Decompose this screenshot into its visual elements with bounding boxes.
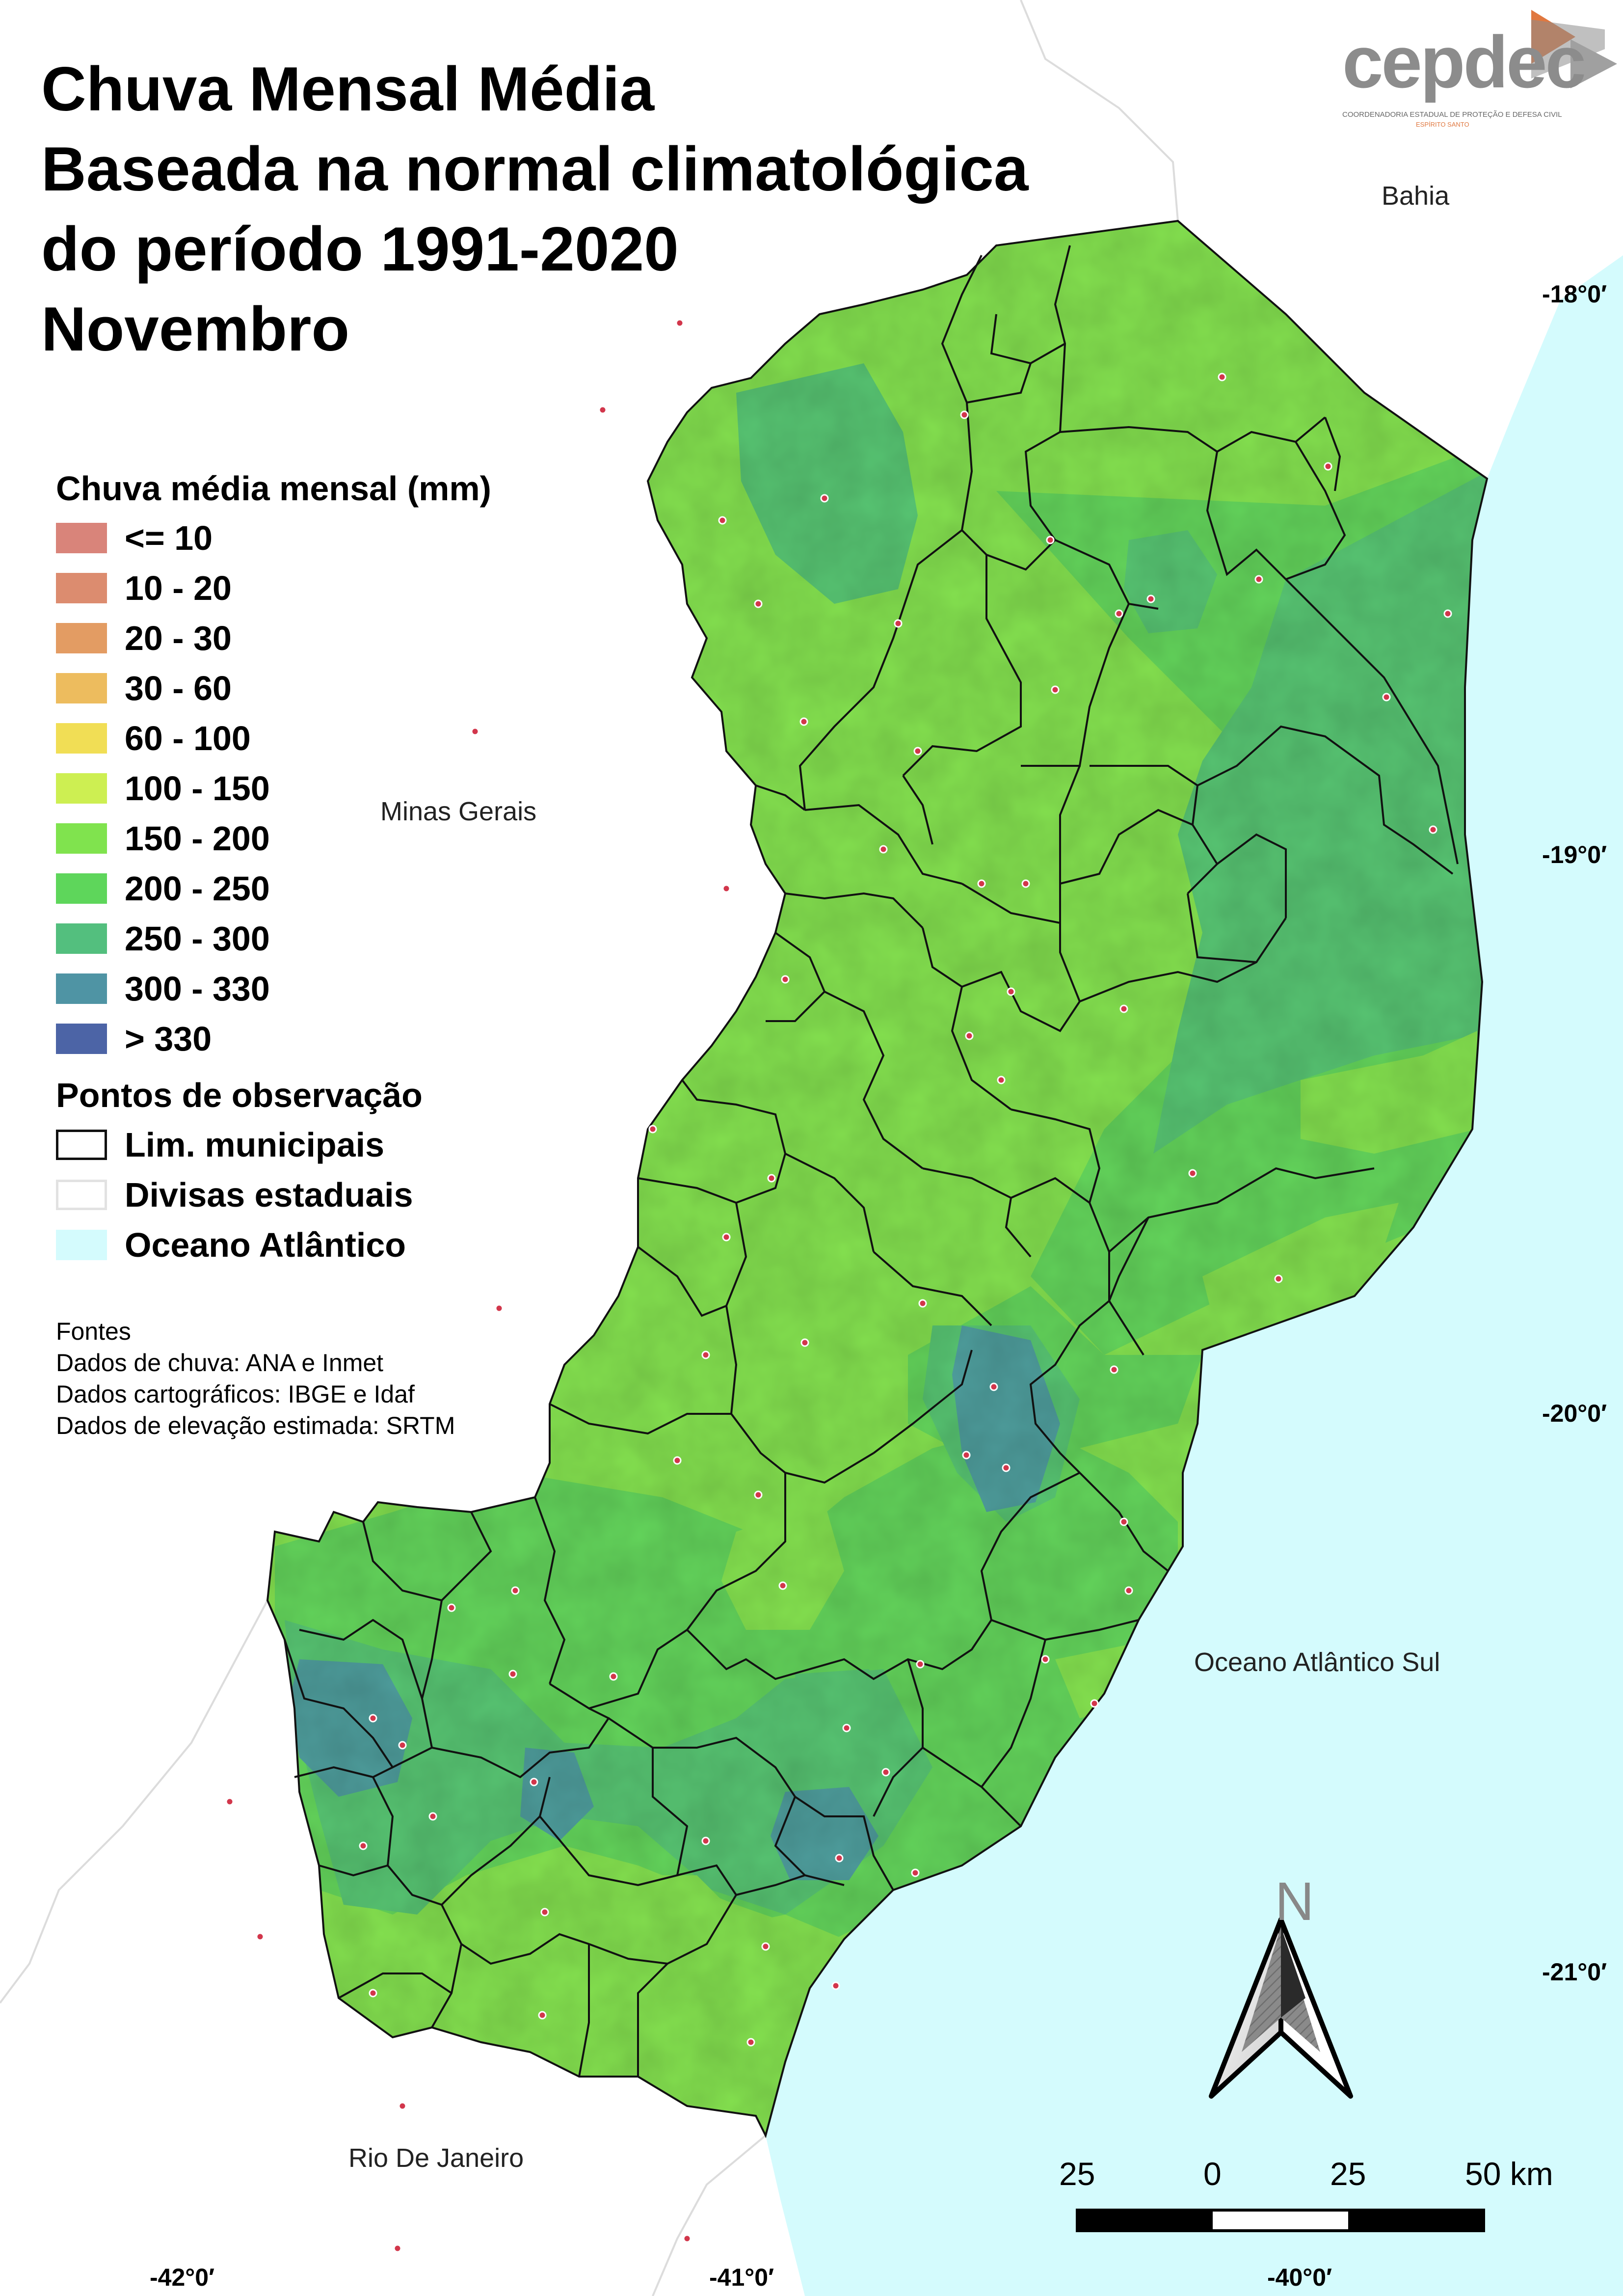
legend-label: 200 - 250	[125, 869, 270, 908]
legend-row: 150 - 200	[56, 813, 491, 864]
label-rio-de-janeiro: Rio De Janeiro	[348, 2143, 524, 2173]
legend-row: 250 - 300	[56, 914, 491, 964]
title-line-1: Chuva Mensal Média	[41, 54, 655, 124]
legend-label: 30 - 60	[125, 669, 232, 707]
sources-block: Fontes Dados de chuva: ANA e Inmet Dados…	[56, 1316, 455, 1441]
legend-swatch	[56, 923, 107, 954]
legend-swatch	[56, 1024, 107, 1054]
legend-swatch	[56, 773, 107, 804]
legend-row: 20 - 30	[56, 613, 491, 663]
lat-label-19: -19°0′	[1542, 841, 1607, 868]
legend-layers: Lim. municipais Divisas estaduais Oceano A…	[56, 1120, 491, 1270]
north-arrow-label: N	[1275, 1871, 1314, 1932]
title-line-3: do período 1991-2020	[41, 214, 679, 284]
logo-text: cepdec	[1342, 21, 1586, 103]
logo-subtitle-2: ESPÍRITO SANTO	[1416, 121, 1469, 128]
source-line: Dados cartográficos: IBGE e Idaf	[56, 1380, 415, 1408]
observation-points	[225, 319, 1452, 2253]
map-title: Chuva Mensal Média Baseada na normal cli…	[41, 49, 1029, 369]
legend-label: 20 - 30	[125, 619, 232, 657]
label-bahia: Bahia	[1382, 181, 1450, 211]
legend-swatch	[56, 623, 107, 653]
legend-row: 10 - 20	[56, 563, 491, 613]
scale-label-25-left: 25	[1059, 2156, 1095, 2192]
legend-swatch	[56, 723, 107, 754]
sources-heading: Fontes	[56, 1318, 131, 1345]
legend-label: 60 - 100	[125, 719, 251, 757]
legend-classes: <= 10 10 - 20 20 - 30 30 - 60 60 - 100 100 - …	[56, 513, 491, 1064]
legend-label: > 330	[125, 1020, 212, 1058]
legend-layer-label: Oceano Atlântico	[125, 1226, 406, 1264]
legend-row: <= 10	[56, 513, 491, 563]
legend-layer-label: Divisas estaduais	[125, 1176, 413, 1214]
north-arrow	[1209, 1917, 1353, 2099]
title-line-2: Baseada na normal climatológica	[41, 134, 1029, 204]
label-oceano-atlantico-sul: Oceano Atlântico Sul	[1194, 1648, 1440, 1677]
legend-swatch	[56, 573, 107, 603]
legend-label: 100 - 150	[125, 769, 270, 808]
lat-label-20: -20°0′	[1542, 1400, 1607, 1427]
legend-label: <= 10	[125, 519, 213, 557]
logo-subtitle: COORDENADORIA ESTADUAL DE PROTEÇÃO E DEF…	[1342, 110, 1562, 119]
legend-row: 300 - 330	[56, 964, 491, 1014]
legend-label: 300 - 330	[125, 970, 270, 1008]
lon-label-40: -40°0′	[1267, 2264, 1332, 2291]
source-line: Dados de elevação estimada: SRTM	[56, 1412, 455, 1439]
title-month: Novembro	[41, 294, 350, 364]
lon-label-41: -41°0′	[709, 2264, 774, 2291]
municipal-boundaries	[266, 219, 1489, 2138]
legend-row: 100 - 150	[56, 763, 491, 813]
legend-layer-swatch	[56, 1230, 107, 1260]
scale-bar	[1076, 2209, 1485, 2232]
legend-layer-swatch	[56, 1180, 107, 1210]
legend-layer-row: Lim. municipais	[56, 1120, 491, 1170]
scale-label-25-right: 25	[1330, 2156, 1366, 2192]
legend-row: 200 - 250	[56, 864, 491, 914]
legend-layer-swatch	[56, 1130, 107, 1160]
cepdec-logo-mark	[1531, 10, 1617, 88]
lat-label-18: -18°0′	[1542, 280, 1607, 308]
legend-swatch	[56, 873, 107, 904]
legend-obs-heading: Pontos de observação	[56, 1076, 423, 1114]
legend-label: 10 - 20	[125, 569, 232, 607]
cepdec-logo: cepdec COORDENADORIA ESTADUAL DE PROTEÇÃ…	[1342, 10, 1617, 128]
label-minas-gerais: Minas Gerais	[380, 797, 537, 826]
lon-label-42: -42°0′	[150, 2264, 215, 2291]
legend-swatch	[56, 673, 107, 703]
ocean-area	[766, 255, 1623, 2296]
legend-layer-row: Oceano Atlântico	[56, 1220, 491, 1270]
legend-label: 250 - 300	[125, 919, 270, 958]
scale-label-50-km: 50 km	[1465, 2156, 1553, 2192]
legend-swatch	[56, 523, 107, 553]
legend-row: 60 - 100	[56, 713, 491, 763]
legend-swatch	[56, 973, 107, 1004]
legend-layer-label: Lim. municipais	[125, 1126, 384, 1164]
legend: Chuva média mensal (mm) <= 10 10 - 20 20 -…	[56, 464, 491, 1270]
legend-row: > 330	[56, 1014, 491, 1064]
legend-swatch	[56, 823, 107, 854]
legend-layer-row: Divisas estaduais	[56, 1170, 491, 1220]
legend-row: 30 - 60	[56, 663, 491, 713]
source-line: Dados de chuva: ANA e Inmet	[56, 1349, 384, 1377]
legend-label: 150 - 200	[125, 819, 270, 858]
scale-label-0: 0	[1203, 2156, 1222, 2192]
lat-label-21: -21°0′	[1542, 1958, 1607, 1986]
legend-heading: Chuva média mensal (mm)	[56, 469, 491, 508]
